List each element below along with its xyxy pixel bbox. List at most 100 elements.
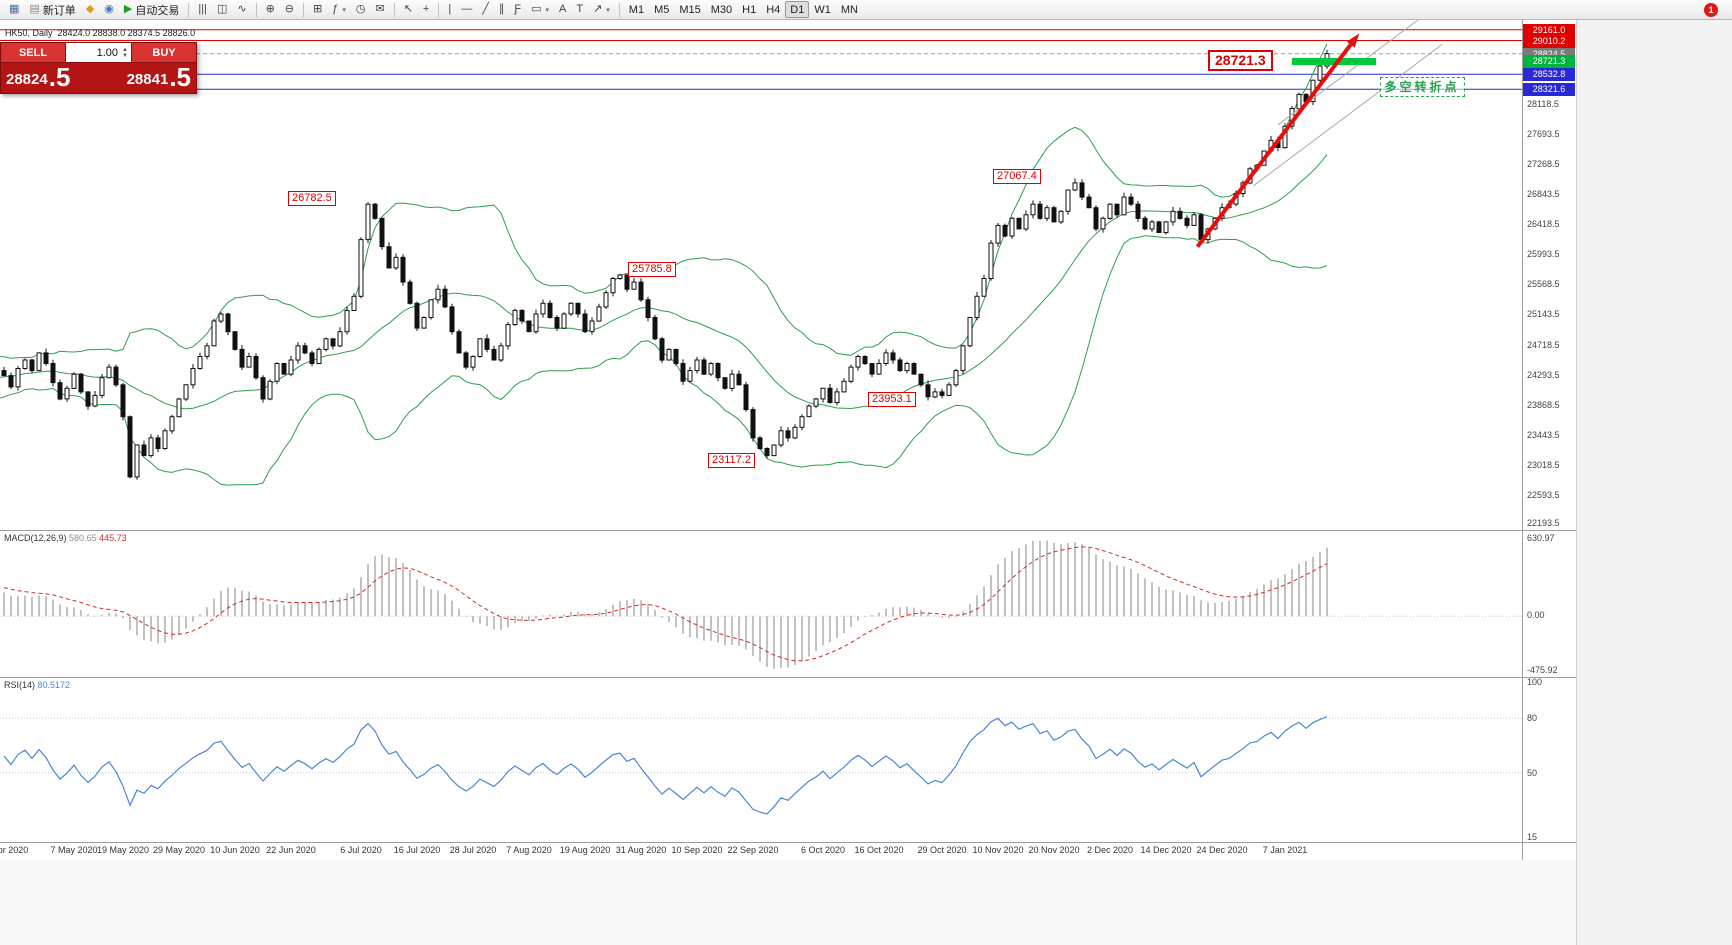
buy-button[interactable]: BUY (132, 43, 196, 62)
macd-axis-zero: 0.00 (1527, 610, 1545, 621)
horizontal-line-button-icon: — (461, 3, 473, 15)
alarm-button[interactable]: ◷ (351, 1, 371, 18)
fibonacci-button-icon: Ƒ (514, 3, 522, 15)
fibonacci-button[interactable]: Ƒ (509, 1, 526, 18)
toolbar-separator (303, 2, 304, 17)
macd-main-value: 580.65 (69, 533, 97, 543)
arrows-button[interactable]: ↗ ▾ (588, 1, 615, 18)
rsi-title: RSI(14) (4, 680, 36, 690)
trendline-button[interactable]: ╱ (477, 1, 494, 18)
timeframe-m30[interactable]: M30 (706, 1, 737, 18)
new-chart-button[interactable]: ▦ (4, 1, 24, 18)
channel-button[interactable]: ∥ (494, 1, 510, 18)
zoom-in-button-icon: ⊕ (265, 3, 275, 15)
crosshair-button-icon: + (422, 3, 430, 15)
x-axis-label: 14 Dec 2020 (1140, 845, 1192, 855)
rsi-pane[interactable] (0, 678, 1522, 842)
timeframe-m1[interactable]: M1 (624, 1, 649, 18)
alarm-button-icon: ◷ (355, 3, 366, 15)
timeframe-d1[interactable]: D1 (785, 1, 810, 18)
y-axis-label: 23018.5 (1527, 459, 1560, 470)
shapes-button-caret-icon[interactable]: ▾ (545, 6, 549, 14)
tile-windows-button-icon: ⊞ (313, 3, 323, 15)
pane-divider[interactable] (0, 530, 1576, 531)
chart-profiles-button[interactable]: ◆ (81, 1, 99, 18)
toolbar-separator (438, 2, 440, 17)
x-axis-label: 7 Jan 2021 (1262, 845, 1308, 855)
resistance-level-label: 28721.3 (1208, 49, 1273, 71)
timeframe-m15-label: M15 (679, 3, 701, 16)
x-axis-label: 29 May 2020 (152, 845, 206, 855)
price-axis-border (1522, 20, 1523, 860)
shapes-button-icon: ▭ (531, 3, 542, 15)
rsi-axis-label: 80 (1527, 713, 1538, 724)
pane-divider[interactable] (0, 677, 1576, 678)
candlestick-chart-button[interactable]: ◫ (212, 1, 232, 18)
y-axis-label: 27268.5 (1527, 158, 1560, 169)
indicators-button-caret-icon[interactable]: ▾ (342, 6, 346, 14)
x-axis-label: 24 Dec 2020 (1196, 845, 1248, 855)
lot-decrease-button[interactable]: ▼ (122, 52, 128, 59)
lot-size-input[interactable] (69, 45, 121, 60)
timeframe-h1[interactable]: H1 (737, 1, 761, 18)
new-order-button[interactable]: ▤ 新订单 (24, 1, 80, 18)
x-axis-label: 19 Aug 2020 (559, 845, 611, 855)
toolbar-separator (188, 2, 190, 17)
crosshair-button[interactable]: + (418, 1, 434, 18)
shapes-button[interactable]: ▭ ▾ (526, 1, 554, 18)
timeframe-m15[interactable]: M15 (674, 1, 705, 18)
cursor-button[interactable]: ↖ (399, 1, 418, 18)
line-chart-button[interactable]: ∿ (232, 1, 251, 18)
timeframe-w1[interactable]: W1 (809, 1, 836, 18)
main-chart-pane[interactable] (0, 20, 1522, 530)
timeframe-d1-label: D1 (790, 3, 805, 16)
tile-windows-button[interactable]: ⊞ (308, 1, 327, 18)
timeframe-mn[interactable]: MN (836, 1, 863, 18)
channel-button-icon: ∥ (498, 3, 505, 15)
auto-trading-button-label: 自动交易 (135, 4, 180, 17)
timeframe-m5[interactable]: M5 (649, 1, 674, 18)
timeframe-w1-label: W1 (814, 3, 831, 16)
horizontal-line-button[interactable]: — (456, 1, 477, 18)
x-axis-label: 22 Jun 2020 (266, 845, 316, 855)
line-chart-button-icon: ∿ (237, 3, 247, 15)
bar-chart-button[interactable]: ||| (193, 1, 212, 18)
x-axis-label: 6 Oct 2020 (800, 845, 846, 855)
text-label-button[interactable]: T (571, 1, 588, 18)
bottom-empty-area (0, 860, 1576, 945)
zoom-out-button[interactable]: ⊖ (280, 1, 299, 18)
macd-axis-max: 630.97 (1527, 533, 1555, 543)
macd-title: MACD(12,26,9) (4, 533, 67, 543)
x-axis-label: 29 Oct 2020 (917, 845, 967, 855)
text-button[interactable]: A (554, 1, 571, 18)
zoom-in-button[interactable]: ⊕ (261, 1, 280, 18)
macd-pane[interactable] (0, 531, 1522, 677)
price-annotation: 23953.1 (868, 391, 916, 407)
timeframe-h4[interactable]: H4 (761, 1, 785, 18)
market-watch-button[interactable]: ◉ (99, 1, 119, 18)
mail-button[interactable]: ✉ (370, 1, 389, 18)
x-axis-label: 2 Dec 2020 (1086, 845, 1134, 855)
timeframe-m1-label: M1 (628, 3, 645, 16)
auto-trading-button-icon: ▶ (123, 3, 133, 15)
vertical-line-button[interactable]: | (443, 1, 456, 18)
price-annotation: 26782.5 (288, 191, 336, 207)
rsi-axis-label: 50 (1527, 767, 1538, 778)
x-axis-label: 19 May 2020 (96, 845, 150, 855)
price-annotation: 27067.4 (993, 169, 1041, 185)
lot-increase-button[interactable]: ▲ (122, 46, 128, 53)
main-toolbar: ▦ ▤ 新订单 ◆ ◉ ▶ 自动交易 ||| ◫ ∿ ⊕ ⊖ ⊞ ƒ ▾ ◷ ✉ ↖ + | — ╱ ∥ Ƒ ▭ ▾ A T ↗ ▾ M1 M… (0, 0, 1732, 20)
toolbar-separator (393, 2, 395, 17)
y-axis-label: 23868.5 (1527, 399, 1560, 410)
text-label-button-icon: T (576, 3, 584, 15)
lot-size-field: ▲ ▼ (65, 43, 132, 62)
arrows-button-caret-icon[interactable]: ▾ (606, 6, 610, 14)
auto-trading-button[interactable]: ▶ 自动交易 (119, 1, 184, 18)
sell-button[interactable]: SELL (1, 43, 65, 62)
trendline-button-icon: ╱ (482, 3, 489, 15)
indicators-button[interactable]: ƒ ▾ (327, 1, 351, 18)
price-tag-28321.6: 28321.6 (1523, 83, 1575, 97)
ohlc-values: 28424.0 28838.0 28374.5 28826.0 (57, 28, 196, 38)
arrows-button-icon: ↗ (593, 3, 603, 15)
notifications-badge[interactable]: 1 (1704, 3, 1718, 17)
